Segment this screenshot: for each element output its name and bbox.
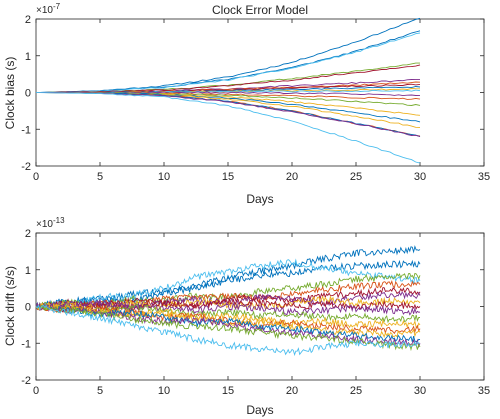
ticks-top: 0 5 10 15 20 25 30 35 -2 -1 0 1 2	[21, 14, 490, 183]
x-tick-label: 15	[222, 385, 234, 397]
x-tick-label: 30	[414, 385, 426, 397]
y-tick-label: 0	[25, 88, 31, 100]
ticks-bottom: 0 5 10 15 20 25 30 35 -2 -1 0 1 2	[21, 228, 490, 397]
x-axis-label-top: Days	[246, 192, 273, 206]
y-multiplier-base-bottom: ×10	[36, 219, 53, 230]
y-axis-label-bottom: Clock drift (s/s)	[3, 266, 17, 346]
series-line-bottom-2	[35, 258, 421, 310]
series-line-top-4	[36, 64, 421, 93]
y-axis-label-top: Clock bias (s)	[3, 57, 17, 130]
subplot-bottom: ×10-13 0 5 10 15 20 25 30 35 -2 -1 0 1 2 Days Clock …	[3, 216, 490, 417]
y-tick-label: -2	[21, 161, 31, 173]
axes-box-bottom	[35, 232, 485, 381]
series-line-bottom-17	[35, 304, 421, 357]
x-tick-label: 5	[97, 385, 103, 397]
chart-title: Clock Error Model	[212, 3, 308, 17]
x-tick-label: 20	[286, 385, 298, 397]
x-tick-label: 0	[33, 385, 39, 397]
y-multiplier-exponent-bottom: -13	[53, 216, 65, 225]
y-tick-label: 1	[25, 265, 31, 277]
y-tick-label: 1	[25, 51, 31, 63]
y-tick-label: 2	[25, 14, 31, 26]
x-tick-label: 25	[350, 171, 362, 183]
subplot-top: Clock Error Model ×10-7 0 5 10 15 20 25 30 35-2…	[3, 2, 490, 206]
series-line-top-20	[35, 92, 421, 164]
x-tick-label: 35	[478, 385, 490, 397]
x-tick-label: 35	[478, 171, 490, 183]
y-tick-label: 2	[25, 228, 31, 240]
series-line-bottom-5	[35, 287, 421, 311]
y-multiplier-exponent-top: -7	[53, 2, 61, 11]
y-tick-label: -2	[21, 375, 31, 387]
x-tick-label: 15	[222, 171, 234, 183]
x-tick-label: 30	[414, 171, 426, 183]
series-lines-top	[35, 17, 421, 164]
y-tick-label: 0	[25, 302, 31, 314]
x-tick-label: 5	[97, 171, 103, 183]
x-tick-label: 0	[33, 171, 39, 183]
y-multiplier-bottom: ×10-13	[36, 216, 65, 230]
x-tick-label: 10	[158, 171, 170, 183]
x-tick-label: 10	[158, 385, 170, 397]
y-multiplier-base-top: ×10	[36, 5, 53, 16]
y-multiplier-top: ×10-7	[36, 2, 61, 16]
y-tick-label: -1	[21, 124, 31, 136]
series-lines-bottom	[35, 245, 421, 357]
x-tick-label: 25	[350, 385, 362, 397]
y-tick-label: -1	[21, 338, 31, 350]
x-axis-label-bottom: Days	[246, 403, 273, 417]
series-line-bottom-9	[35, 298, 421, 316]
series-line-bottom-16	[35, 303, 421, 352]
x-tick-label: 20	[286, 171, 298, 183]
